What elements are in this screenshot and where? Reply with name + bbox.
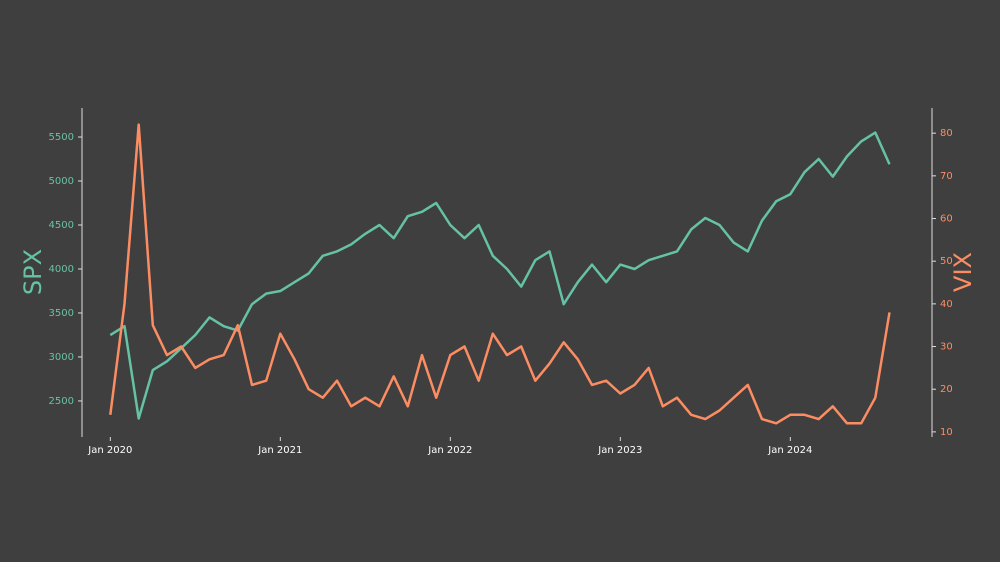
y-tick-label: 4000 (49, 264, 74, 275)
y-axis-label: SPX (19, 249, 47, 295)
y-tick-label: 3000 (49, 352, 74, 363)
y2-tick-label: 70 (940, 171, 953, 182)
y-tick-label: 2500 (49, 396, 74, 407)
series-line (109, 123, 891, 425)
y-tick-label: 5000 (49, 176, 74, 187)
y2-tick-label: 40 (940, 299, 953, 310)
x-tick-label: Jan 2022 (427, 445, 472, 456)
y2-tick-label: 30 (940, 342, 953, 353)
y2-axis-label: VIX (949, 252, 977, 292)
y2-tick-label: 10 (940, 427, 953, 438)
y2-tick-label: 20 (940, 384, 953, 395)
series-line (109, 131, 891, 420)
y2-tick-label: 50 (940, 256, 953, 267)
x-tick-label: Jan 2020 (87, 445, 132, 456)
y-tick-label: 3500 (49, 308, 74, 319)
y2-tick-label: 80 (940, 128, 953, 139)
y2-tick-label: 60 (940, 214, 953, 225)
y-tick-label: 5500 (49, 132, 74, 143)
y-tick-label: 4500 (49, 220, 74, 231)
x-tick-label: Jan 2024 (767, 445, 812, 456)
x-tick-label: Jan 2023 (597, 445, 642, 456)
x-tick-label: Jan 2021 (257, 445, 302, 456)
